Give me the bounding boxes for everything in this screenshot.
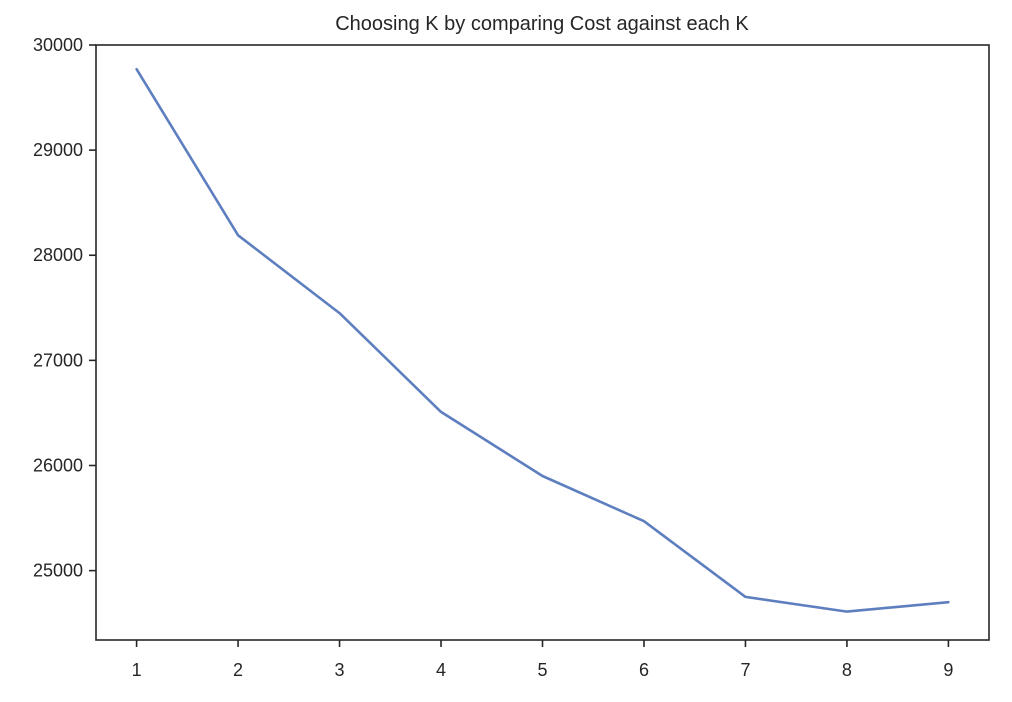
y-axis: 25000 26000 27000 28000 29000 30000 xyxy=(33,35,96,581)
x-tick-label: 5 xyxy=(537,660,547,680)
x-tick-label: 8 xyxy=(842,660,852,680)
y-tick-label: 28000 xyxy=(33,245,83,265)
x-tick-label: 2 xyxy=(233,660,243,680)
series-line xyxy=(135,67,950,613)
x-tick-label: 7 xyxy=(740,660,750,680)
y-tick-label: 27000 xyxy=(33,350,83,370)
plot-area-frame xyxy=(95,44,990,641)
chart-title: Choosing K by comparing Cost against eac… xyxy=(335,13,749,35)
y-tick-label: 26000 xyxy=(33,455,83,475)
y-tick-label: 29000 xyxy=(33,140,83,160)
x-tick-label: 1 xyxy=(132,660,142,680)
x-tick-label: 3 xyxy=(335,660,345,680)
y-tick-label: 30000 xyxy=(33,35,83,55)
y-tick-label: 25000 xyxy=(33,561,83,581)
x-tick-label: 4 xyxy=(436,660,446,680)
x-axis: 1 2 3 4 5 6 7 8 9 xyxy=(132,640,953,680)
series-group xyxy=(135,67,950,613)
x-tick-label: 9 xyxy=(943,660,953,680)
x-tick-label: 6 xyxy=(639,660,649,680)
